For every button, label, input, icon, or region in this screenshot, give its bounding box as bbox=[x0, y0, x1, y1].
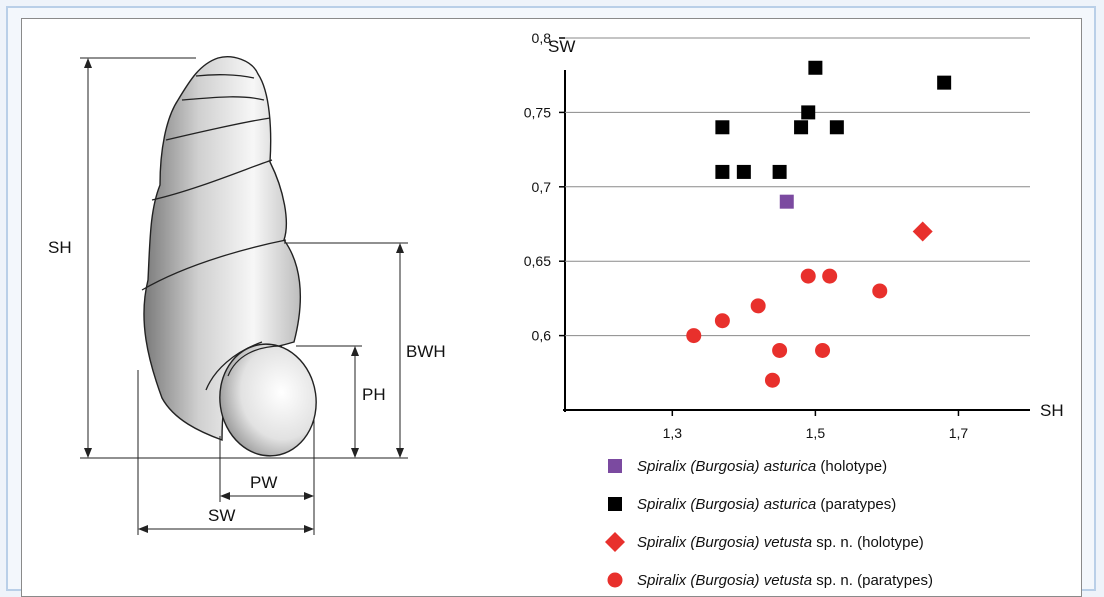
suture-line-2 bbox=[181, 96, 265, 101]
x-tick-label: 1,7 bbox=[949, 425, 969, 441]
data-point bbox=[912, 221, 933, 242]
data-point bbox=[794, 120, 809, 135]
legend-marker bbox=[605, 532, 625, 552]
data-point bbox=[800, 268, 816, 284]
data-point bbox=[872, 283, 888, 299]
sh-label: SH bbox=[48, 238, 72, 257]
suture-line-1 bbox=[195, 74, 255, 79]
y-ticks: 0,6 0,65 0,7 0,75 0,8 bbox=[524, 30, 565, 344]
suture-line-4 bbox=[151, 159, 273, 201]
legend: Spiralix (Burgosia) asturica (holotype) S… bbox=[605, 458, 933, 589]
ph-label: PH bbox=[362, 385, 386, 404]
x-ticks: 1,3 1,5 1,7 bbox=[663, 410, 969, 441]
data-point bbox=[772, 164, 787, 179]
legend-label: Spiralix (Burgosia) vetusta sp. n. (para… bbox=[637, 572, 933, 589]
ph-arrow-bottom bbox=[351, 448, 359, 458]
sw-label: SW bbox=[208, 506, 235, 525]
data-point bbox=[937, 75, 952, 90]
aperture-lip bbox=[227, 345, 283, 377]
data-point bbox=[822, 268, 838, 284]
legend-marker bbox=[608, 459, 622, 473]
bwh-arrow-top bbox=[396, 243, 404, 253]
data-point bbox=[815, 342, 831, 358]
x-tick-label: 1,5 bbox=[806, 425, 826, 441]
gridlines bbox=[565, 37, 1030, 337]
legend-label: Spiralix (Burgosia) vetusta sp. n. (holo… bbox=[637, 534, 924, 551]
suture-line-5 bbox=[141, 239, 287, 291]
legend-marker bbox=[608, 497, 622, 511]
y-tick-label: 0,8 bbox=[532, 30, 552, 46]
data-point bbox=[808, 60, 823, 75]
sh-arrow-top bbox=[84, 58, 92, 68]
data-point bbox=[714, 313, 730, 329]
pw-arrow-left bbox=[220, 492, 230, 500]
y-tick-label: 0,7 bbox=[532, 179, 552, 195]
y-tick-label: 0,65 bbox=[524, 253, 551, 269]
data-point bbox=[715, 120, 730, 135]
sh-arrow-bottom bbox=[84, 448, 92, 458]
legend-label: Spiralix (Burgosia) asturica (holotype) bbox=[637, 458, 887, 475]
ph-arrow-top bbox=[351, 346, 359, 356]
data-point bbox=[736, 164, 751, 179]
x-axis-title: SH bbox=[1040, 401, 1064, 420]
data-point bbox=[686, 328, 702, 344]
data-points bbox=[686, 60, 952, 388]
scatter-plot: SW SH 0,6 0,65 0,7 0,75 0,8 1,3 1,5 1,7 bbox=[524, 30, 1064, 441]
x-tick-label: 1,3 bbox=[663, 425, 683, 441]
data-point bbox=[750, 298, 766, 314]
bwh-label: BWH bbox=[406, 342, 446, 361]
legend-marker bbox=[607, 572, 623, 588]
legend-label: Spiralix (Burgosia) asturica (paratypes) bbox=[637, 496, 896, 513]
data-point bbox=[829, 120, 844, 135]
y-tick-label: 0,6 bbox=[532, 328, 552, 344]
pw-label: PW bbox=[250, 473, 277, 492]
data-point bbox=[779, 194, 794, 209]
bwh-arrow-bottom bbox=[396, 448, 404, 458]
y-axis-title: SW bbox=[548, 37, 575, 56]
shell-diagram: SH BWH PH PW SW bbox=[48, 56, 446, 535]
data-point bbox=[764, 372, 780, 388]
y-tick-label: 0,75 bbox=[524, 104, 551, 120]
data-point bbox=[715, 164, 730, 179]
data-point bbox=[801, 105, 816, 120]
data-point bbox=[772, 342, 788, 358]
sw-arrow-left bbox=[138, 525, 148, 533]
suture-line-3 bbox=[165, 117, 271, 141]
shell-aperture bbox=[219, 343, 317, 457]
sw-arrow-right bbox=[304, 525, 314, 533]
pw-arrow-right bbox=[304, 492, 314, 500]
